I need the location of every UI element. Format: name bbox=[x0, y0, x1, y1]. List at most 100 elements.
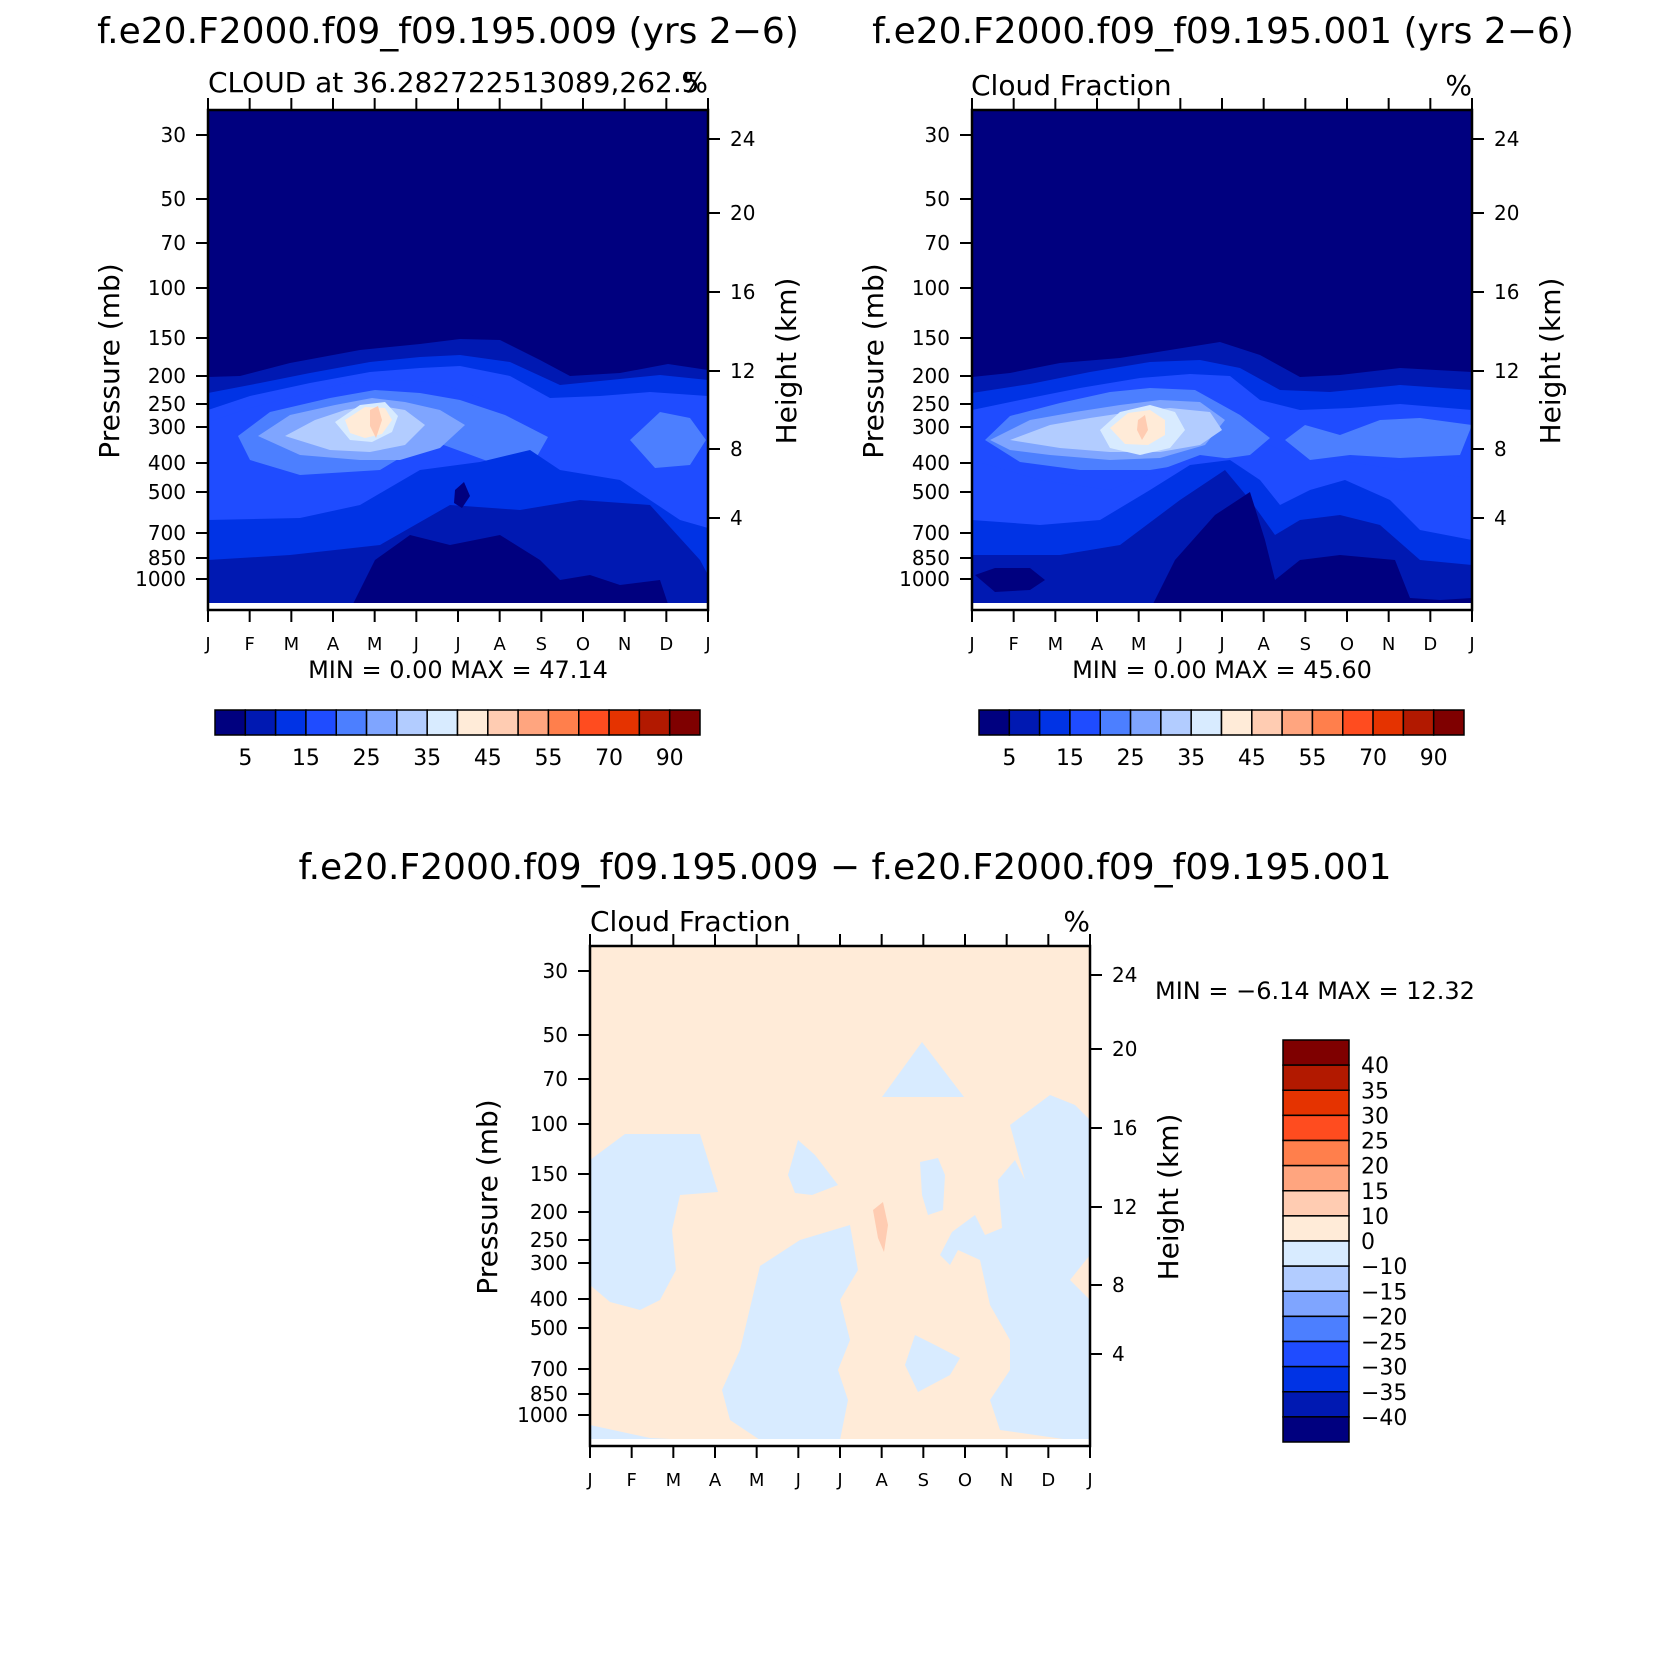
y-tick-label-right: 24 bbox=[730, 127, 755, 151]
panel-top-left: f.e20.F2000.f09_f09.195.009 (yrs 2−6) CL… bbox=[93, 11, 803, 771]
y-tick-label: 250 bbox=[530, 1228, 568, 1252]
colorbar-label: 70 bbox=[1359, 746, 1387, 771]
y-tick-label: 30 bbox=[543, 959, 568, 983]
panel-title: f.e20.F2000.f09_f09.195.001 (yrs 2−6) bbox=[872, 11, 1574, 52]
y-tick-label: 70 bbox=[161, 231, 186, 255]
colorbar-swatch bbox=[396, 709, 428, 736]
colorbar-swatch bbox=[1342, 709, 1374, 736]
colorbar-label: 0 bbox=[1361, 1230, 1375, 1255]
colorbar-swatch bbox=[1251, 709, 1283, 736]
y-tick-label: 400 bbox=[530, 1287, 568, 1311]
y-tick-label: 250 bbox=[148, 392, 186, 416]
x-tick-label: M bbox=[367, 634, 383, 655]
colorbar-label: 35 bbox=[413, 746, 441, 771]
colorbar-swatch bbox=[1282, 1265, 1350, 1292]
colorbar-swatch bbox=[244, 709, 277, 736]
colorbar-swatch bbox=[1372, 709, 1405, 736]
colorbar-label: 25 bbox=[1117, 746, 1145, 771]
x-tick-label: S bbox=[1300, 634, 1311, 655]
x-tick-label: J bbox=[795, 1470, 801, 1491]
colorbar-label: 15 bbox=[1056, 746, 1084, 771]
y-tick-label-right: 20 bbox=[730, 201, 755, 225]
y-tick-label: 70 bbox=[543, 1067, 568, 1091]
y-tick-label: 200 bbox=[530, 1200, 568, 1224]
y-tick-label: 850 bbox=[148, 546, 186, 570]
colorbar-label: 55 bbox=[534, 746, 562, 771]
y-tick-label: 500 bbox=[148, 480, 186, 504]
y-tick-label: 1000 bbox=[517, 1403, 568, 1427]
colorbar-swatch bbox=[1160, 709, 1192, 736]
y-tick-label-right: 8 bbox=[1112, 1273, 1125, 1297]
x-tick-label: M bbox=[1131, 634, 1147, 655]
x-tick-label: J bbox=[586, 1470, 592, 1491]
y-tick-label: 400 bbox=[148, 451, 186, 475]
colorbar-swatch bbox=[1069, 709, 1101, 736]
colorbar-swatch bbox=[1282, 1365, 1350, 1393]
x-tick-label: A bbox=[1091, 634, 1104, 655]
x-tick-label: O bbox=[958, 1470, 972, 1491]
x-tick-label: J bbox=[1218, 634, 1224, 655]
y-tick-label: 150 bbox=[912, 326, 950, 350]
contour-field bbox=[208, 110, 708, 610]
colorbar-label: 30 bbox=[1361, 1104, 1389, 1129]
panel-title: f.e20.F2000.f09_f09.195.009 (yrs 2−6) bbox=[97, 11, 799, 52]
colorbar-label: −10 bbox=[1361, 1255, 1407, 1280]
x-tick-label: M bbox=[1048, 634, 1064, 655]
colorbar-swatch bbox=[305, 709, 337, 736]
y-tick-label-right: 4 bbox=[730, 506, 743, 530]
y-tick-label-right: 16 bbox=[1494, 280, 1519, 304]
x-tick-label: O bbox=[1340, 634, 1354, 655]
x-tick-label: S bbox=[918, 1470, 929, 1491]
x-tick-label: F bbox=[626, 1470, 636, 1491]
colorbar-label: −35 bbox=[1361, 1381, 1407, 1406]
colorbar-swatch bbox=[1190, 709, 1223, 736]
colorbar-label: 45 bbox=[1238, 746, 1266, 771]
colorbar-label: 25 bbox=[353, 746, 381, 771]
colorbar-label: 70 bbox=[595, 746, 623, 771]
units-label: % bbox=[681, 66, 708, 99]
colorbar-swatch bbox=[456, 709, 489, 736]
y-tick-label: 100 bbox=[148, 276, 186, 300]
units-label: % bbox=[1063, 905, 1090, 938]
y-axis-label: Pressure (mb) bbox=[93, 263, 126, 458]
y-tick-label-right: 4 bbox=[1494, 506, 1507, 530]
colorbar-label: 25 bbox=[1361, 1130, 1389, 1155]
colorbar-swatch bbox=[608, 709, 641, 736]
y-axis-label-right: Height (km) bbox=[770, 278, 803, 445]
panel-title: f.e20.F2000.f09_f09.195.009 − f.e20.F200… bbox=[299, 847, 1392, 888]
y-tick-label: 30 bbox=[161, 123, 186, 147]
colorbar-swatch bbox=[978, 709, 1011, 736]
colorbar-label: 90 bbox=[656, 746, 684, 771]
x-tick-label: J bbox=[704, 634, 710, 655]
x-tick-label: M bbox=[749, 1470, 765, 1491]
colorbar-swatch bbox=[1129, 709, 1162, 736]
colorbar-swatch bbox=[1311, 709, 1344, 736]
colorbar-label: 35 bbox=[1177, 746, 1205, 771]
y-tick-label: 850 bbox=[912, 546, 950, 570]
x-tick-label: D bbox=[659, 634, 673, 655]
y-tick-label: 50 bbox=[925, 187, 950, 211]
y-tick-label: 300 bbox=[148, 415, 186, 439]
y-tick-label-right: 12 bbox=[730, 359, 755, 383]
colorbar-swatch bbox=[1282, 1190, 1350, 1217]
x-tick-label: N bbox=[618, 634, 631, 655]
x-tick-label: A bbox=[876, 1470, 889, 1491]
y-tick-label-right: 8 bbox=[730, 437, 743, 461]
panel-subtitle: CLOUD at 36.282722513089,262.5 bbox=[208, 66, 700, 99]
y-tick-label: 200 bbox=[148, 364, 186, 388]
y-axis-label: Pressure (mb) bbox=[857, 263, 890, 458]
colorbar-label: −40 bbox=[1361, 1406, 1407, 1431]
colorbar-label: 15 bbox=[1361, 1180, 1389, 1205]
colorbar-swatch bbox=[1220, 709, 1253, 736]
x-tick-label: J bbox=[1177, 634, 1183, 655]
contour-field bbox=[590, 946, 1090, 1446]
x-tick-label: O bbox=[576, 634, 590, 655]
colorbar-swatch bbox=[1008, 709, 1041, 736]
x-tick-label: D bbox=[1041, 1470, 1055, 1491]
y-tick-label-right: 24 bbox=[1112, 963, 1137, 987]
colorbar-swatch bbox=[517, 709, 550, 736]
colorbar-swatch bbox=[426, 709, 459, 736]
y-tick-label: 30 bbox=[925, 123, 950, 147]
